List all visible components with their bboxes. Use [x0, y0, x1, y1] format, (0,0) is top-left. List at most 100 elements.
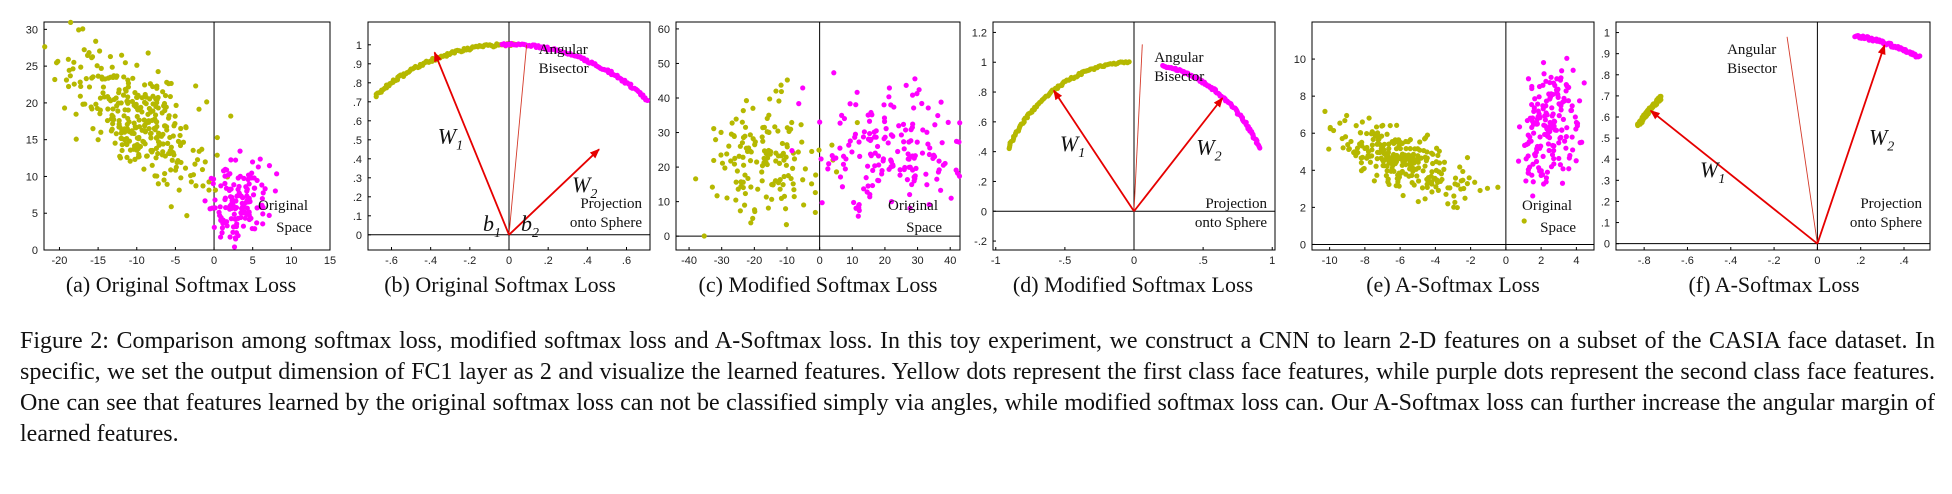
- annotation-projection: onto Sphere: [1195, 215, 1267, 231]
- subcaption-b: (b) Original Softmax Loss: [384, 272, 616, 297]
- series-2-point: [856, 139, 862, 145]
- series-1-point: [791, 193, 797, 200]
- series-1-point: [129, 128, 135, 134]
- series-2-point: [1556, 155, 1562, 162]
- series-1-point: [154, 134, 161, 140]
- x-tick-label: -20: [52, 255, 68, 267]
- series-1-point: [733, 116, 739, 122]
- series-1-point: [53, 60, 60, 66]
- series-1-point: [125, 84, 131, 90]
- series-1-point: [125, 77, 131, 83]
- series-2-point: [1533, 158, 1540, 165]
- series-1-point: [1464, 181, 1470, 187]
- series-2-point: [1525, 167, 1531, 173]
- series-1-point: [741, 202, 748, 208]
- y-tick-label: .5: [353, 135, 362, 147]
- series-1-point: [119, 147, 125, 154]
- series-2-point: [274, 171, 280, 177]
- series-1-point: [136, 117, 142, 123]
- series-1-point: [776, 160, 783, 167]
- annotation-original-space: Space: [1540, 220, 1576, 236]
- series-2-point: [847, 138, 853, 144]
- x-tick-label: .5: [1199, 255, 1208, 267]
- series-1-point: [178, 125, 184, 132]
- series-2-point: [1540, 103, 1546, 109]
- y-tick-label: 1: [981, 57, 987, 69]
- series-1-point: [1438, 171, 1445, 177]
- series-2-point: [232, 157, 239, 163]
- series-2-point: [866, 118, 873, 124]
- series-2-point: [227, 234, 233, 240]
- series-1-point: [777, 186, 783, 192]
- series-1-point: [776, 98, 782, 104]
- series-1-point: [751, 207, 758, 213]
- series-1-point: [732, 155, 738, 161]
- series-2-point: [259, 195, 265, 202]
- series-2-point: [837, 174, 844, 180]
- series-2-point: [837, 145, 843, 151]
- series-1-point: [1394, 122, 1400, 128]
- series-2-point: [1852, 34, 1858, 40]
- series-2-point: [912, 76, 918, 82]
- series-1-point: [42, 44, 48, 50]
- annotation-original-space: Space: [906, 220, 942, 236]
- y-tick-label: 30: [26, 24, 38, 36]
- series-1-point: [728, 158, 734, 164]
- series-2-point: [841, 115, 848, 122]
- series-1-point: [124, 128, 130, 134]
- series-1-point: [854, 119, 860, 126]
- series-1-point: [66, 67, 72, 73]
- series-1-point: [112, 140, 118, 146]
- series-1-point: [1367, 159, 1374, 165]
- series-1-point: [86, 84, 93, 90]
- series-1-point: [759, 134, 765, 140]
- series-1-point: [1351, 149, 1357, 155]
- series-1-point: [772, 124, 778, 130]
- series-1-point: [1422, 163, 1428, 169]
- series-2-point: [857, 153, 863, 159]
- series-2-point: [1573, 126, 1579, 132]
- series-1-point: [724, 195, 730, 201]
- series-2-point: [241, 175, 247, 181]
- series-2-point: [220, 168, 227, 174]
- series-1-point: [765, 205, 771, 211]
- series-2-point: [1560, 166, 1566, 172]
- series-2-point: [914, 91, 920, 97]
- x-tick-label: -10: [1322, 255, 1338, 267]
- x-tick-label: -30: [714, 255, 730, 267]
- y-tick-label: .8: [978, 87, 987, 99]
- series-2-point: [907, 191, 913, 198]
- annotation-original-space: Original: [1522, 198, 1572, 214]
- series-2-point: [1548, 122, 1554, 128]
- series-1-point: [124, 154, 130, 160]
- series-2-point: [888, 199, 895, 205]
- series-1-point: [105, 106, 111, 112]
- series-1-point: [142, 141, 148, 147]
- series-1-point: [177, 132, 183, 139]
- series-2-point: [854, 89, 860, 95]
- x-tick-label: -.4: [1724, 255, 1737, 267]
- series-2-point: [1544, 169, 1551, 175]
- series-2-point: [935, 112, 941, 119]
- series-1-point: [833, 169, 840, 175]
- subcaption-c: (c) Modified Softmax Loss: [699, 272, 938, 297]
- series-1-point: [1366, 115, 1372, 121]
- series-2-point: [1544, 112, 1550, 118]
- series-2-point: [1563, 134, 1569, 140]
- series-2-point: [1526, 139, 1532, 145]
- weight-vector-w1: [1649, 109, 1818, 245]
- series-1-point: [173, 164, 179, 170]
- y-tick-label: 0: [32, 245, 38, 257]
- series-2-point: [207, 206, 213, 212]
- series-2-point: [1549, 105, 1555, 111]
- series-1-point: [1477, 187, 1483, 194]
- series-1-point: [739, 119, 745, 125]
- y-tick-label: .5: [1601, 133, 1610, 145]
- series-2-point: [1549, 113, 1555, 119]
- series-2-point: [254, 177, 260, 184]
- series-2-point: [254, 220, 260, 226]
- series-2-point: [909, 92, 916, 98]
- series-1-point: [755, 186, 761, 192]
- series-1-point: [750, 105, 756, 111]
- series-1-point: [1358, 155, 1364, 161]
